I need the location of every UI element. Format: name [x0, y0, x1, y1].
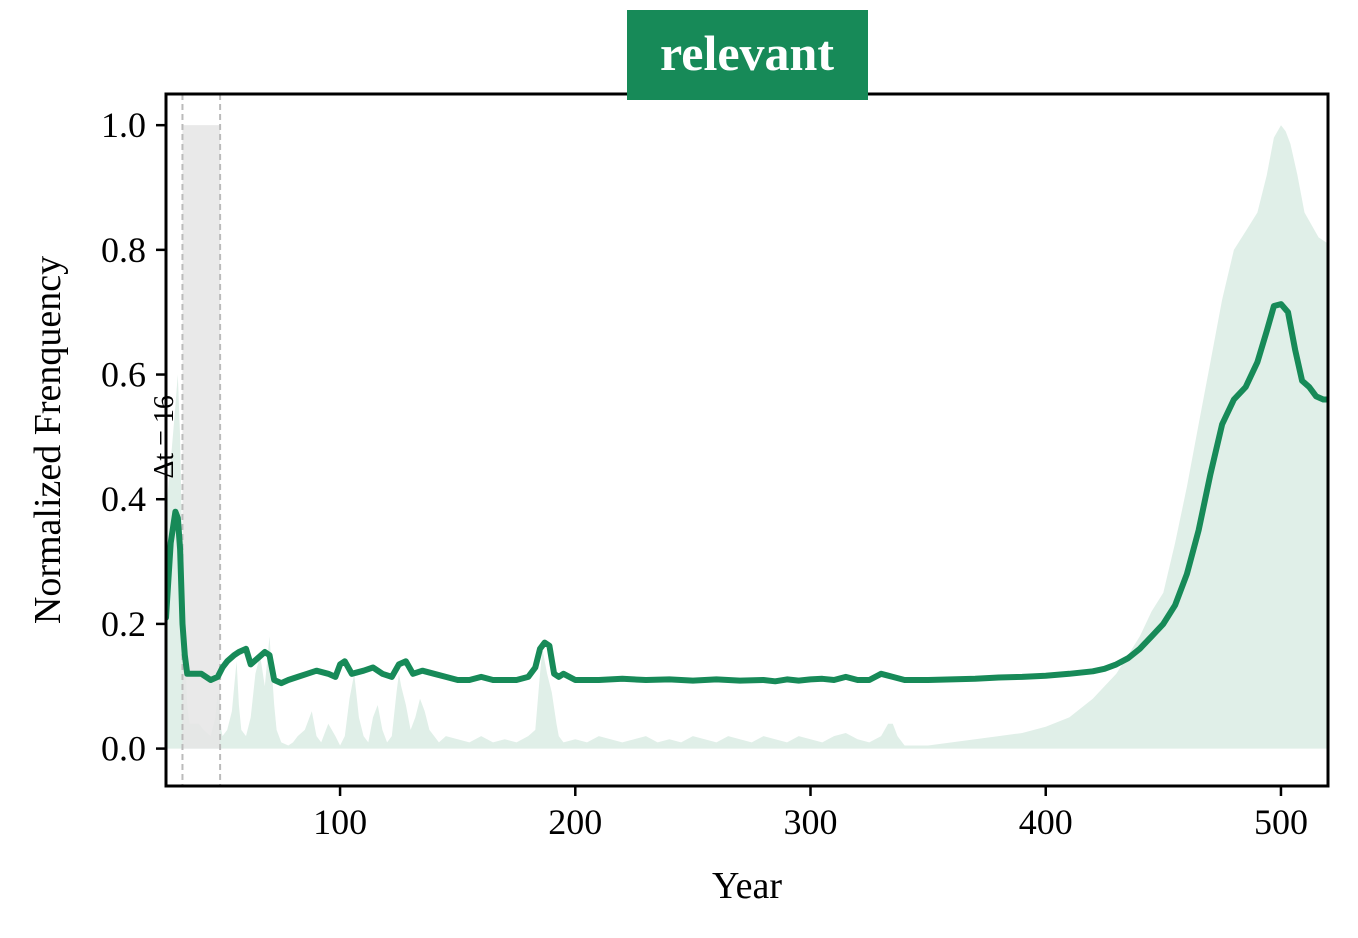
y-tick-label: 0.2 — [101, 604, 146, 644]
x-tick-label: 500 — [1254, 802, 1308, 842]
y-axis-label: Normalized Frenquency — [27, 256, 69, 624]
frequency-area — [166, 125, 1328, 749]
x-tick-label: 300 — [784, 802, 838, 842]
x-tick-label: 200 — [548, 802, 602, 842]
y-tick-label: 1.0 — [101, 105, 146, 145]
y-axis: 0.0 0.2 0.4 0.6 0.8 1.0 — [101, 105, 166, 769]
x-axis-label: Year — [712, 865, 782, 907]
highlight-window — [182, 125, 221, 749]
chart-title: relevant — [660, 25, 834, 81]
x-tick-label: 100 — [313, 802, 367, 842]
y-tick-label: 0.4 — [101, 479, 146, 519]
x-axis: 100 200 300 400 500 — [313, 786, 1308, 842]
y-tick-label: 0.8 — [101, 230, 146, 270]
frequency-line — [166, 301, 1328, 687]
y-tick-label: 0.6 — [101, 355, 146, 395]
title-background — [627, 10, 868, 100]
title-badge: relevant — [627, 10, 868, 100]
y-tick-label: 0.0 — [101, 729, 146, 769]
plot-area — [166, 94, 1328, 786]
x-tick-label: 400 — [1019, 802, 1073, 842]
